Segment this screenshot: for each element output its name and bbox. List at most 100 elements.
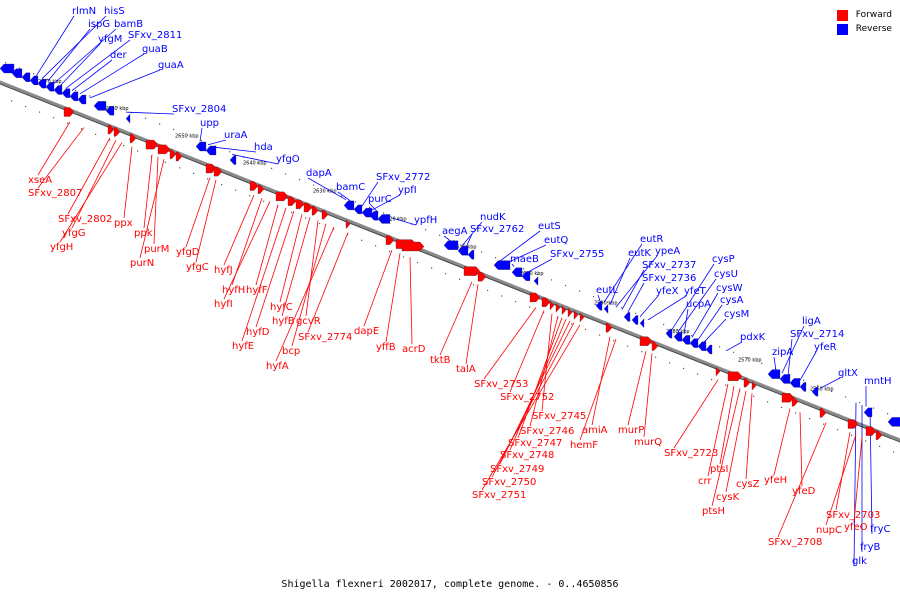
forward-gene-arrow[interactable] [573,310,579,320]
forward-gene-label[interactable]: hyfH [222,285,245,296]
forward-gene-label[interactable]: cysZ [736,479,760,490]
forward-gene-label[interactable]: yffB [376,342,396,353]
reverse-gene-label[interactable]: yfgO [276,154,300,165]
forward-gene-label[interactable]: hyfD [246,327,270,338]
forward-gene-label[interactable]: SFxv_2774 [298,332,352,343]
forward-gene-arrow[interactable] [113,127,121,137]
forward-gene-label[interactable]: murP [618,425,644,436]
reverse-gene-label[interactable]: bamC [336,182,365,193]
forward-gene-label[interactable]: yfgH [50,242,73,253]
reverse-gene-label[interactable]: guaA [158,60,184,71]
reverse-gene-arrow[interactable] [811,387,819,397]
reverse-gene-label[interactable]: eutR [640,234,663,245]
reverse-gene-label[interactable]: gltX [838,368,858,379]
forward-gene-arrow[interactable] [249,181,259,191]
forward-gene-arrow[interactable] [257,184,265,194]
reverse-gene-label[interactable]: uraA [224,130,248,141]
forward-gene-arrow[interactable] [295,199,305,209]
reverse-gene-arrow[interactable] [595,301,603,311]
forward-gene-label[interactable]: nupC [816,525,842,536]
forward-gene-arrow[interactable] [129,133,137,143]
forward-gene-label[interactable]: talA [456,364,476,375]
reverse-gene-arrow[interactable] [53,85,63,95]
forward-gene-arrow[interactable] [287,196,297,206]
reverse-gene-label[interactable]: eutL [596,285,618,296]
forward-gene-label[interactable]: SFxv_2807 [28,188,82,199]
reverse-gene-label[interactable]: nudK [480,212,506,223]
forward-gene-arrow[interactable] [555,302,561,313]
reverse-gene-arrow[interactable] [125,113,131,124]
forward-gene-arrow[interactable] [401,241,425,252]
reverse-gene-label[interactable]: cysU [714,269,738,280]
reverse-gene-arrow[interactable] [369,211,379,221]
reverse-gene-arrow[interactable] [623,312,631,322]
forward-gene-arrow[interactable] [157,144,171,155]
reverse-gene-label[interactable]: fryC [870,524,891,535]
reverse-gene-arrow[interactable] [343,200,355,211]
forward-gene-label[interactable]: SFxv_2723 [664,448,718,459]
reverse-gene-label[interactable]: pdxK [740,332,766,343]
reverse-gene-arrow[interactable] [511,267,523,277]
forward-gene-label[interactable]: hemF [570,440,598,451]
forward-gene-arrow[interactable] [63,107,75,117]
reverse-gene-label[interactable]: ypeA [655,246,680,257]
forward-gene-label[interactable]: acrD [402,344,426,355]
forward-gene-label[interactable]: SFxv_2747 [508,438,562,449]
reverse-gene-arrow[interactable] [443,240,459,250]
forward-gene-arrow[interactable] [791,397,799,407]
forward-gene-arrow[interactable] [213,167,223,177]
reverse-gene-label[interactable]: eutK [628,248,651,259]
forward-gene-label[interactable]: murQ [634,437,662,448]
reverse-gene-label[interactable]: yfgM [98,34,122,45]
forward-gene-label[interactable]: SFxv_2746 [520,426,574,437]
forward-gene-arrow[interactable] [477,272,487,282]
forward-gene-label[interactable]: ptsH [702,506,725,517]
forward-gene-arrow[interactable] [743,377,751,388]
reverse-gene-label[interactable]: ypfI [398,185,417,196]
reverse-gene-arrow[interactable] [631,315,639,325]
forward-gene-label[interactable]: hyfA [266,361,289,372]
forward-gene-arrow[interactable] [865,426,877,436]
forward-gene-arrow[interactable] [819,408,827,418]
forward-gene-arrow[interactable] [567,307,573,318]
reverse-gene-arrow[interactable] [697,341,707,351]
forward-gene-label[interactable]: purM [144,244,169,255]
forward-gene-label[interactable]: xseA [28,175,52,186]
reverse-gene-arrow[interactable] [353,204,363,215]
forward-gene-label[interactable]: SFxv_2802 [58,214,112,225]
reverse-gene-arrow[interactable] [665,328,673,339]
forward-gene-label[interactable]: tktB [430,355,451,366]
reverse-gene-arrow[interactable] [0,63,15,74]
reverse-gene-label[interactable]: purC [368,194,392,205]
reverse-gene-label[interactable]: ypfH [414,215,437,226]
forward-gene-label[interactable]: cysK [716,492,740,503]
reverse-gene-label[interactable]: cysM [724,309,749,320]
reverse-gene-label[interactable]: SFxv_2755 [550,249,604,260]
forward-gene-label[interactable]: SFxv_2708 [768,537,822,548]
reverse-gene-arrow[interactable] [377,214,391,224]
forward-gene-arrow[interactable] [549,300,555,311]
reverse-gene-label[interactable]: glk [852,556,867,567]
reverse-gene-label[interactable]: ligA [802,316,821,327]
reverse-gene-arrow[interactable] [29,75,39,86]
reverse-gene-arrow[interactable] [361,207,373,218]
reverse-gene-arrow[interactable] [779,374,791,384]
reverse-gene-arrow[interactable] [863,407,873,418]
reverse-gene-arrow[interactable] [195,141,207,152]
reverse-gene-label[interactable]: dapA [306,168,332,179]
forward-gene-label[interactable]: SFxv_2753 [474,379,528,390]
reverse-gene-arrow[interactable] [639,318,645,329]
forward-gene-arrow[interactable] [605,323,613,333]
reverse-gene-label[interactable]: maeB [510,254,539,265]
forward-gene-label[interactable]: SFxv_2748 [500,450,554,461]
forward-gene-label[interactable]: yfgC [186,262,209,273]
reverse-gene-label[interactable]: cysW [716,283,743,294]
forward-gene-arrow[interactable] [529,292,541,303]
reverse-gene-label[interactable]: ispG [88,19,110,30]
reverse-gene-label[interactable]: zipA [772,347,793,358]
reverse-gene-arrow[interactable] [603,303,609,314]
reverse-gene-arrow[interactable] [799,382,807,392]
reverse-gene-label[interactable]: hisS [104,6,125,17]
reverse-gene-arrow[interactable] [11,68,23,78]
forward-gene-label[interactable]: bcp [282,346,300,357]
